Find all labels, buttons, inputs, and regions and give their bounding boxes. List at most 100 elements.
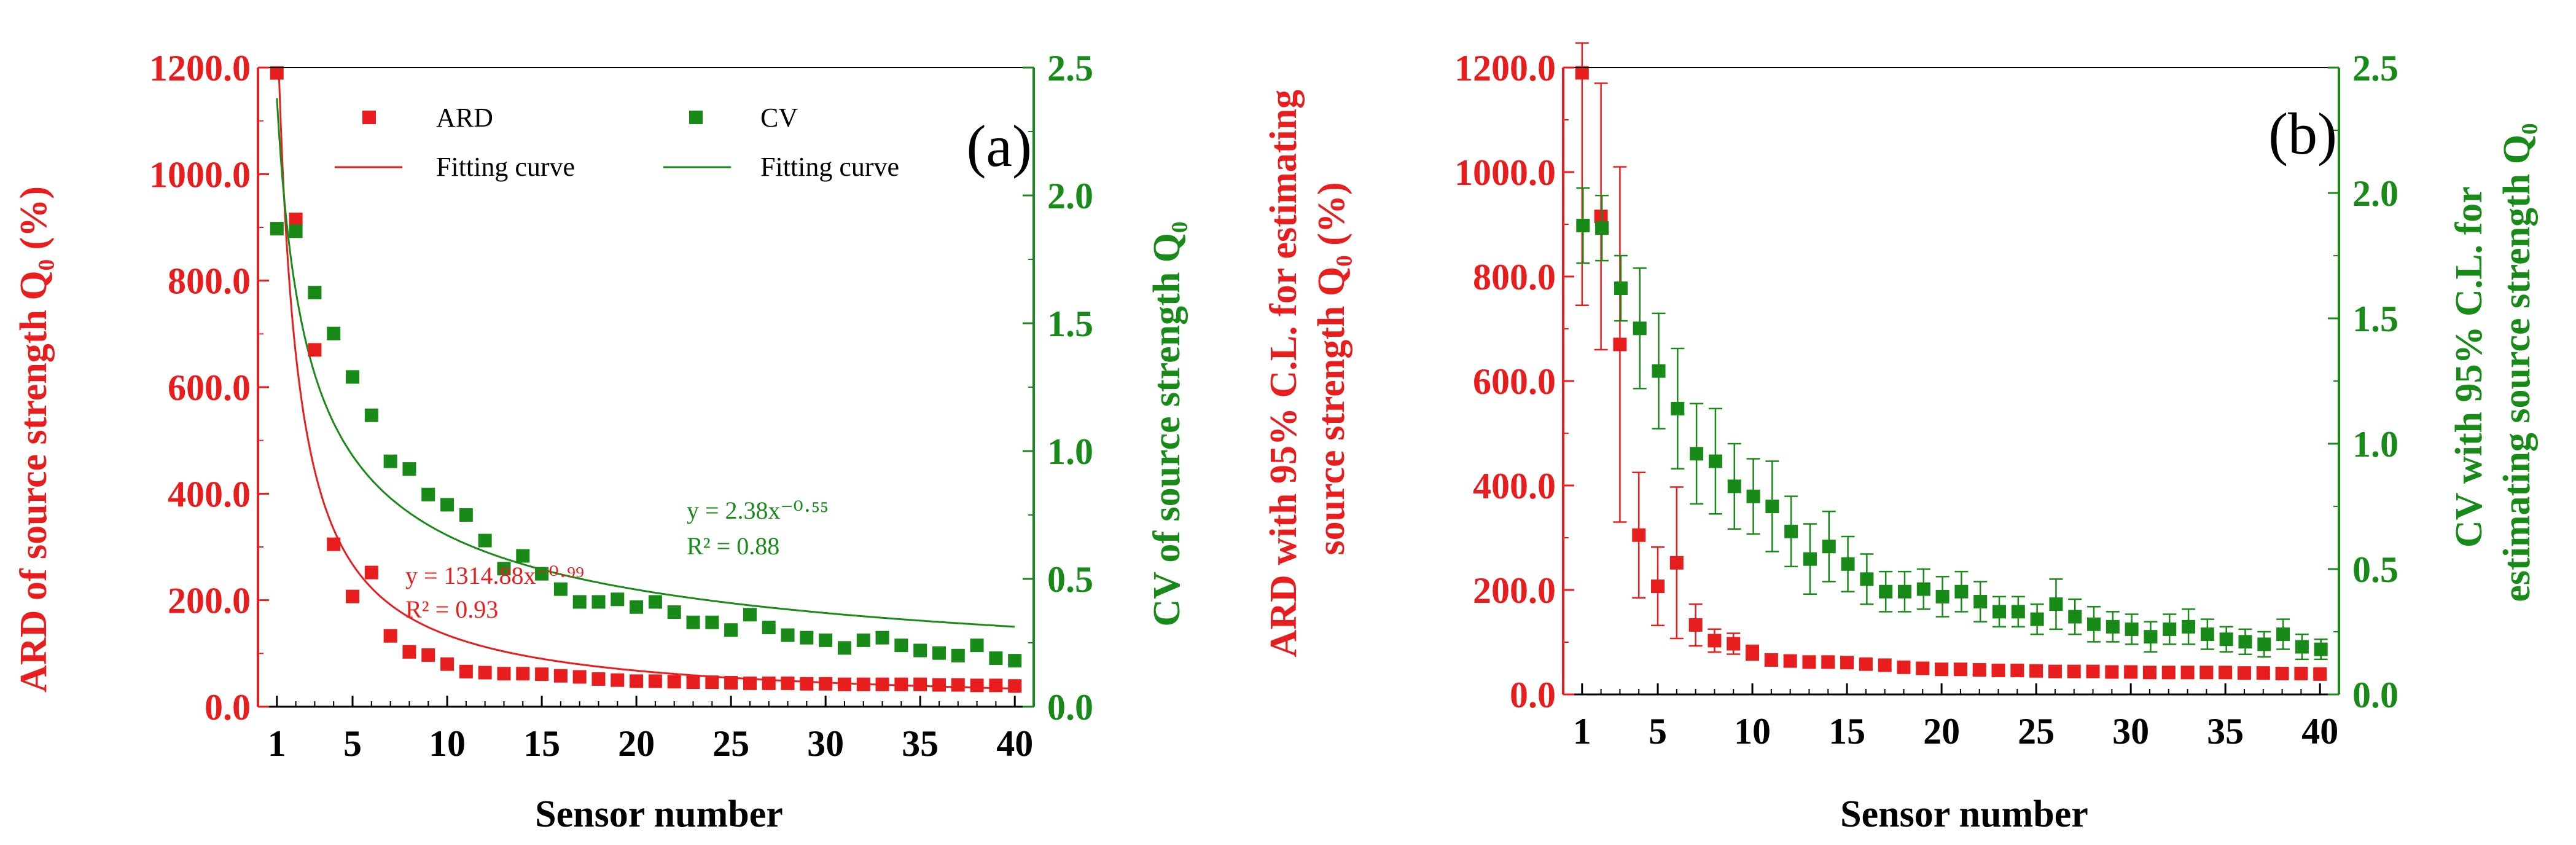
ard-point [2029, 664, 2043, 678]
cv-point [1595, 221, 1609, 235]
cv-point [894, 639, 908, 653]
panel-b-x-tick-label: 15 [1829, 711, 1865, 752]
cv-point [2030, 612, 2044, 626]
cv-point [1614, 281, 1628, 296]
ard-point [1972, 663, 1986, 677]
panel-b-axes: 1 5 10 15 20 25 30 35 400.0200.0400.0600.0800.01… [1454, 48, 2398, 752]
panel-b-right-y-tick-label: 1.5 [2352, 299, 2398, 339]
cv-point [1935, 589, 1950, 603]
ard-point [1859, 657, 1873, 671]
ard-point [1916, 661, 1930, 675]
cv-point [800, 631, 814, 645]
ard-point [856, 677, 870, 691]
panel-b-x-tick-label: 30 [2112, 711, 2149, 752]
cv-point [308, 286, 322, 300]
ard-point [932, 678, 946, 692]
panel-a-left-y-tick-label: 600.0 [168, 367, 251, 408]
ard-point [970, 678, 984, 693]
cv-point [1879, 584, 1893, 599]
panel-b-left-y-tick-label: 600.0 [1473, 361, 1556, 402]
cv-point [2182, 619, 2196, 634]
cv-point [819, 633, 833, 647]
panel-a-left-y-tick-label: 200.0 [168, 581, 251, 621]
cv-point [402, 462, 416, 476]
cv-point [1992, 605, 2007, 619]
cv-point [2125, 622, 2139, 636]
ard-point [1953, 662, 1967, 677]
panel-b-label: (b) [2268, 101, 2337, 167]
ard-point [1575, 66, 1589, 80]
ard-point [1821, 655, 1835, 669]
panel-a-left-y-tick-label: 1200.0 [149, 48, 251, 88]
ard-point [2142, 666, 2156, 680]
ard-point [1669, 556, 1684, 570]
cv-point [2238, 635, 2252, 649]
ard-point [346, 589, 360, 603]
panel-b-x-tick-label: 25 [2018, 711, 2055, 752]
panel-b-left-y-tick-label: 1200.0 [1454, 48, 1556, 88]
ard-point [2086, 664, 2100, 678]
cv-point [781, 628, 795, 642]
ard-fit-equation: y = 1314.88x⁻⁰·⁹⁹ [405, 562, 584, 589]
cv-fitting-curve [276, 98, 1015, 628]
panel-b-right-axis-title-line1: CV with 95% C.L. for [2448, 187, 2490, 548]
panel-b-left-axis-title-line1: ARD with 95% C.L. for estimating [1263, 90, 1305, 658]
ard-point [2067, 664, 2081, 678]
panel-b-right-y-tick-label: 2.5 [2352, 48, 2398, 88]
cv-point [572, 595, 587, 609]
ard-point [1008, 679, 1022, 693]
ard-point [894, 677, 908, 691]
cv-point [270, 222, 284, 236]
cv-point [989, 651, 1003, 665]
ard-point [2048, 664, 2062, 678]
ard-point [553, 669, 568, 683]
cv-point [1576, 219, 1590, 233]
ard-point [1764, 653, 1778, 667]
ard-point [1708, 634, 1722, 648]
ard-point [1935, 662, 1949, 677]
cv-point [289, 224, 303, 238]
panel-a-right-y-tick-label: 1.5 [1047, 304, 1093, 344]
ard-point [1840, 656, 1854, 670]
cv-point [1727, 479, 1741, 493]
panel-b-x-tick-label: 1 [1573, 711, 1591, 752]
ard-point [951, 678, 965, 692]
cv-point [913, 643, 927, 658]
ard-point [572, 670, 587, 684]
legend-cv-marker [689, 111, 703, 124]
cv-point [1746, 489, 1760, 503]
ard-point [2219, 666, 2233, 680]
ard-point [1688, 618, 1703, 632]
panel-a-left-axis-title: ARD of source strength Q₀ (%) [13, 186, 55, 693]
panel-a-fit-curves [276, 66, 1015, 690]
ard-point [2313, 667, 2327, 681]
panel-a-x-tick-label: 15 [523, 723, 560, 764]
cv-point [970, 639, 984, 653]
cv-point [611, 592, 625, 607]
ard-point [875, 677, 889, 691]
ard-point [611, 673, 625, 687]
ard-point [459, 664, 473, 678]
cv-point [686, 615, 700, 629]
ard-point [421, 648, 435, 662]
ard-point [364, 565, 378, 580]
legend-ard-label: ARD [436, 103, 493, 133]
ard-point [989, 678, 1003, 693]
panel-a-x-tick-label: 5 [343, 723, 362, 764]
cv-point [1708, 454, 1722, 468]
panel-a: 1 5 10 15 20 25 30 35 400.0200.0400.0600.0800.01… [13, 48, 1188, 835]
panel-b-right-y-tick-label: 0.0 [2352, 675, 2398, 715]
panel-a-right-y-tick-label: 0.5 [1047, 559, 1093, 600]
cv-point [2011, 605, 2025, 619]
panel-a-ard-points [270, 66, 1022, 693]
ard-point [1651, 580, 1665, 594]
cv-point [1803, 552, 1817, 566]
cv-point [346, 370, 360, 384]
legend-cv-label: CV [760, 103, 798, 133]
cv-point [648, 595, 662, 609]
ard-point [1746, 646, 1760, 659]
ard-point [837, 677, 851, 691]
panel-a-x-tick-label: 40 [996, 723, 1033, 764]
